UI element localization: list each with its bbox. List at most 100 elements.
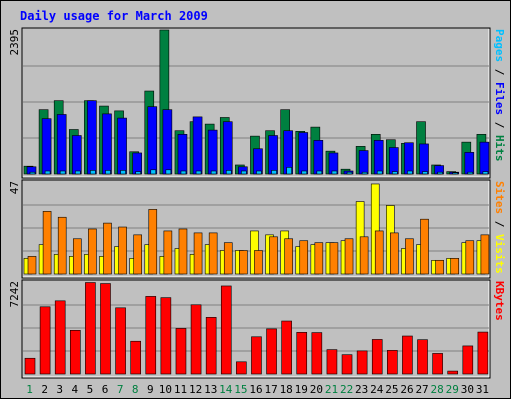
bar-pages-day-22 — [346, 171, 353, 175]
bar-sites-day-31 — [480, 234, 490, 275]
x-tick-label-day-12: 12 — [189, 383, 202, 396]
bar-kbytes-day-28 — [432, 353, 443, 375]
bar-pages-day-30 — [467, 171, 474, 175]
bar-pages-day-25 — [392, 171, 398, 175]
bar-kbytes-day-7 — [115, 307, 126, 375]
bar-sites-day-30 — [465, 240, 475, 275]
bar-pages-day-5 — [90, 170, 96, 175]
bar-kbytes-day-24 — [371, 339, 383, 375]
x-tick-label-day-29: 29 — [446, 383, 459, 396]
x-tick-label-day-21: 21 — [325, 383, 338, 396]
bar-pages-day-8 — [135, 171, 141, 175]
bar-sites-day-7 — [118, 226, 127, 275]
bar-sites-day-18 — [284, 238, 293, 275]
panel-kbytes: 7242 KBytes — [8, 279, 506, 379]
bar-sites-day-23 — [359, 236, 369, 275]
bar-pages-day-7 — [120, 170, 126, 175]
bar-sites-day-2 — [42, 211, 52, 275]
legend-entry: / — [493, 115, 506, 135]
bar-pages-day-31 — [482, 171, 489, 175]
bar-kbytes-day-26 — [402, 335, 413, 375]
bar-sites-day-6 — [103, 222, 112, 275]
bar-kbytes-day-15 — [236, 361, 247, 375]
bar-files-day-17 — [268, 135, 278, 175]
x-tick-label-day-15: 15 — [234, 383, 247, 396]
chart-panels: 2395 Pages / Files / Hits 47 Sites / Visits… — [8, 27, 506, 379]
bar-pages-day-3 — [59, 170, 66, 175]
bar-files-day-7 — [117, 117, 127, 175]
bar-files-day-10 — [162, 109, 173, 175]
bar-pages-day-16 — [256, 170, 262, 175]
bar-pages-day-1 — [29, 171, 36, 175]
x-tick-label-day-8: 8 — [132, 383, 139, 396]
bar-kbytes-day-17 — [266, 328, 277, 375]
bar-pages-day-19 — [301, 170, 308, 175]
bar-files-day-4 — [71, 135, 82, 175]
bar-pages-day-10 — [165, 169, 172, 175]
bar-pages-day-11 — [180, 170, 187, 175]
y-max-label: 2395 — [8, 29, 21, 56]
bar-sites-day-16 — [254, 250, 263, 275]
bar-pages-day-17 — [271, 170, 277, 175]
bar-pages-day-18 — [286, 167, 292, 175]
x-tick-label-day-5: 5 — [87, 383, 94, 396]
bar-sites-day-3 — [57, 216, 67, 275]
bar-sites-day-29 — [450, 258, 460, 275]
bar-kbytes-day-14 — [220, 285, 232, 375]
bar-sites-day-8 — [133, 234, 142, 275]
legend-entry: Visits — [493, 234, 506, 274]
bar-pages-day-9 — [150, 169, 157, 175]
bar-pages-day-12 — [195, 170, 202, 175]
legend-entry: Sites — [493, 181, 506, 214]
x-tick-label-day-2: 2 — [41, 383, 48, 396]
bar-kbytes-day-10 — [160, 297, 172, 375]
x-tick-label-day-25: 25 — [385, 383, 398, 396]
bar-pages-day-28 — [437, 171, 443, 175]
bar-files-day-12 — [192, 116, 203, 175]
bar-sites-day-19 — [299, 240, 309, 275]
bar-sites-day-27 — [420, 218, 429, 275]
bar-kbytes-day-3 — [54, 300, 66, 375]
bar-pages-day-4 — [74, 170, 81, 175]
x-tick-label-day-16: 16 — [249, 383, 262, 396]
bar-sites-day-24 — [374, 230, 384, 275]
bar-files-day-3 — [56, 114, 67, 175]
bar-kbytes-day-4 — [69, 329, 81, 375]
bar-pages-day-6 — [105, 170, 111, 175]
bar-files-day-27 — [419, 143, 429, 175]
panel-legend: Pages / Files / Hits — [493, 29, 506, 162]
panel-hits_files_pages: 2395 Pages / Files / Hits — [8, 27, 506, 179]
x-tick-label-day-28: 28 — [431, 383, 444, 396]
panel-visits_sites: 47 Sites / Visits — [8, 179, 506, 279]
bar-sites-day-11 — [178, 228, 188, 275]
chart-title: Daily usage for March 2009 — [20, 9, 208, 23]
x-tick-label-day-14: 14 — [219, 383, 233, 396]
bar-kbytes-day-22 — [341, 354, 353, 375]
bar-files-day-20 — [313, 140, 324, 175]
bar-kbytes-day-18 — [281, 320, 292, 375]
bar-sites-day-21 — [329, 242, 339, 275]
bar-kbytes-day-1 — [24, 357, 36, 375]
bar-kbytes-day-13 — [205, 317, 217, 375]
bar-sites-day-25 — [390, 232, 399, 275]
panel-legend: KBytes — [493, 281, 506, 321]
bar-files-day-14 — [222, 121, 233, 175]
x-tick-label-day-1: 1 — [26, 383, 33, 396]
bar-sites-day-12 — [193, 232, 203, 275]
legend-entry: / — [493, 214, 506, 234]
bar-files-day-5 — [87, 100, 97, 175]
bar-kbytes-day-21 — [326, 349, 338, 375]
bar-pages-day-14 — [225, 170, 232, 175]
bar-sites-day-5 — [88, 228, 97, 275]
x-tick-label-day-9: 9 — [147, 383, 154, 396]
bar-files-day-24 — [373, 140, 384, 175]
x-tick-label-day-31: 31 — [476, 383, 489, 396]
bar-pages-day-23 — [361, 171, 368, 175]
bar-files-day-26 — [404, 142, 414, 175]
bar-kbytes-day-30 — [462, 345, 474, 375]
bar-kbytes-day-16 — [251, 336, 262, 375]
bar-kbytes-day-2 — [39, 306, 51, 375]
bar-files-day-25 — [389, 147, 399, 175]
x-tick-label-day-10: 10 — [159, 383, 172, 396]
